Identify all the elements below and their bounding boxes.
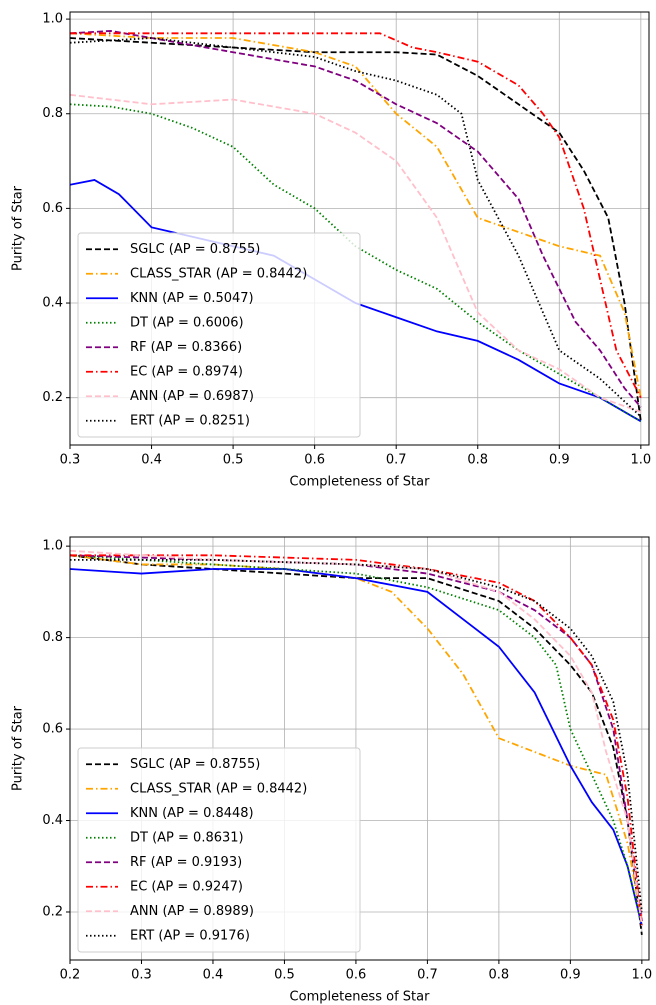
axes-frame [69, 11, 650, 446]
y-tick-label: 1.0 [42, 12, 63, 27]
x-tick-label: 0.8 [467, 453, 488, 468]
y-tick-label: 0.4 [42, 296, 63, 311]
legend-label: KNN (AP = 0.8448) [130, 806, 254, 821]
legend: SGLC (AP = 0.8755) CLASS_STAR (AP = 0.844… [77, 747, 361, 953]
legend-label: EC (AP = 0.9247) [130, 879, 243, 894]
x-tick-label: 0.9 [560, 968, 581, 983]
series-line [70, 549, 643, 926]
legend-label: CLASS_STAR (AP = 0.8442) [130, 781, 307, 796]
y-tick-label: 0.6 [42, 201, 63, 216]
legend: SGLC (AP = 0.8755) CLASS_STAR (AP = 0.844… [77, 232, 361, 438]
series-line [70, 554, 643, 926]
y-axis-label: Purity of Star [11, 185, 26, 271]
legend-label: EC (AP = 0.8974) [130, 364, 243, 379]
y-axis-label: Purity of Star [11, 705, 26, 791]
x-tick-label: 0.5 [223, 453, 244, 468]
series-line [70, 32, 642, 398]
legend-label: RF (AP = 0.9193) [130, 855, 242, 870]
x-tick-label: 0.5 [274, 968, 295, 983]
series-line [70, 30, 642, 408]
x-tick-label: 0.3 [60, 453, 81, 468]
legend-label: SGLC (AP = 0.8755) [130, 242, 260, 257]
series-line [70, 37, 642, 422]
y-tick-label: 0.8 [42, 106, 63, 121]
legend-label: DT (AP = 0.8631) [130, 830, 244, 845]
y-tick-label: 0.4 [42, 813, 63, 828]
series-group [70, 549, 643, 935]
x-tick-label: 0.8 [489, 968, 510, 983]
x-axis-label: Completeness of Star [290, 475, 431, 490]
legend-label: ERT (AP = 0.9176) [130, 928, 250, 943]
legend-label: ANN (AP = 0.6987) [130, 389, 254, 404]
series-line [70, 554, 643, 922]
series-line [70, 554, 643, 926]
x-tick-label: 1.0 [631, 453, 652, 468]
legend-label: ANN (AP = 0.8989) [130, 904, 254, 919]
series-line [70, 37, 642, 418]
x-tick-label: 0.2 [60, 968, 81, 983]
legend-box [77, 747, 361, 953]
y-tick-label: 0.2 [42, 904, 63, 919]
x-tick-label: 0.9 [549, 453, 570, 468]
x-tick-label: 0.4 [203, 968, 224, 983]
series-line [70, 554, 643, 935]
axes-frame [69, 536, 650, 961]
x-tick-label: 0.7 [386, 453, 407, 468]
axes: 0.3 0.4 0.5 0.6 0.7 0.8 0.9 1.0 0.2 0.4 0.6 0.8 1.0 C… [11, 11, 652, 490]
legend-label: ERT (AP = 0.8251) [130, 413, 250, 428]
series-line [70, 568, 643, 926]
y-tick-label: 0.6 [42, 722, 63, 737]
x-tick-label: 1.0 [632, 968, 653, 983]
x-tick-label: 0.6 [304, 453, 325, 468]
legend-label: SGLC (AP = 0.8755) [130, 757, 260, 772]
legend-label: CLASS_STAR (AP = 0.8442) [130, 266, 307, 281]
legend-label: RF (AP = 0.8366) [130, 340, 242, 355]
series-line [70, 93, 642, 413]
x-tick-label: 0.4 [141, 453, 162, 468]
y-tick-label: 0.2 [42, 390, 63, 405]
series-line [70, 32, 642, 399]
x-tick-label: 0.7 [417, 968, 438, 983]
axes: 0.2 0.3 0.4 0.5 0.6 0.7 0.8 0.9 1.0 0.2 0.4 0.6 0.8 1… [11, 536, 653, 1005]
x-axis-label: Completeness of Star [290, 990, 431, 1005]
x-tick-label: 0.6 [346, 968, 367, 983]
legend-box [77, 232, 361, 438]
series-line [70, 558, 643, 913]
y-tick-label: 1.0 [42, 539, 63, 554]
y-tick-label: 0.8 [42, 630, 63, 645]
x-tick-label: 0.3 [131, 968, 152, 983]
legend-label: DT (AP = 0.6006) [130, 315, 244, 330]
legend-label: KNN (AP = 0.5047) [130, 291, 254, 306]
